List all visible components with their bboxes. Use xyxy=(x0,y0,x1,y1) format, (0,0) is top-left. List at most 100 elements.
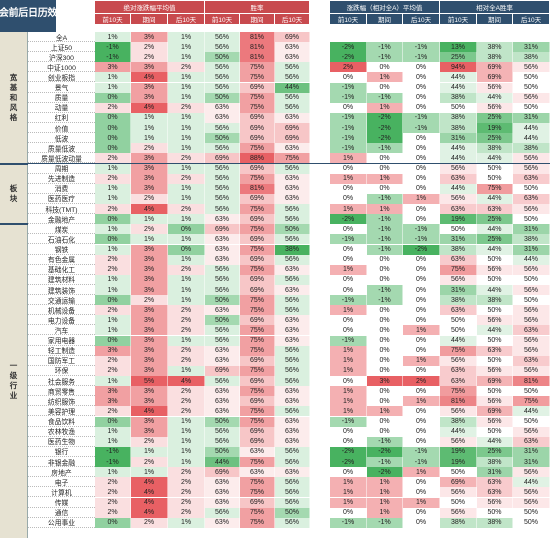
row-label: 全A xyxy=(28,32,95,42)
table-cell xyxy=(440,32,477,42)
table-cell: 1% xyxy=(403,467,440,478)
table-cell: 56% xyxy=(477,315,513,326)
row-label: 有色金属 xyxy=(28,254,95,265)
sub-header: 前10天 xyxy=(330,14,366,24)
table-cell: 56% xyxy=(513,153,550,164)
table-cell: 0% xyxy=(95,335,131,346)
table-cell: 0% xyxy=(403,487,440,498)
table-cell: 63% xyxy=(275,396,310,407)
table-cell: 50% xyxy=(440,102,477,113)
table-cell: 3% xyxy=(367,376,403,387)
table-cell: 69% xyxy=(240,234,275,245)
table-cell: 56% xyxy=(205,264,240,275)
table-cell: 0% xyxy=(367,274,403,285)
table-cell: 69% xyxy=(240,254,275,265)
table-cell: 31% xyxy=(513,446,550,457)
table-cell: 63% xyxy=(205,406,240,417)
table-cell: 1% xyxy=(95,285,131,295)
table-cell: 56% xyxy=(440,193,477,204)
table-cell: -1% xyxy=(330,133,367,144)
table-cell: 3% xyxy=(131,285,168,295)
table-cell: 44% xyxy=(440,183,477,194)
table-cell: 2% xyxy=(95,264,131,275)
table-cell: 69% xyxy=(275,32,310,42)
table-cell: 38% xyxy=(440,244,477,255)
header-gap xyxy=(310,0,330,32)
table-cell: 1% xyxy=(95,224,131,235)
table-cell: 1% xyxy=(330,305,367,316)
table-cell: 0% xyxy=(367,416,403,427)
table-cell: 56% xyxy=(275,446,310,457)
table-cell: 1% xyxy=(367,102,403,113)
table-cell: 50% xyxy=(205,446,240,457)
table-cell: 50% xyxy=(477,305,513,316)
table-cell: 1% xyxy=(168,446,205,457)
table-cell: 2% xyxy=(168,305,205,316)
table-cell: -1% xyxy=(367,193,403,204)
row-label: 家用电器 xyxy=(28,335,95,346)
sub-header: 期间 xyxy=(477,14,512,24)
table-cell: 1% xyxy=(131,467,168,478)
table-cell: 50% xyxy=(440,467,477,478)
table-cell: 2% xyxy=(131,52,168,63)
table-cell: 63% xyxy=(275,173,310,184)
table-cell: 1% xyxy=(403,325,440,336)
table-cell: 31% xyxy=(513,457,550,468)
column-gap xyxy=(310,153,330,164)
column-gap xyxy=(310,102,330,113)
row-label: 红利 xyxy=(28,112,95,123)
table-cell: -2% xyxy=(330,446,367,457)
table-cell: 0% xyxy=(367,345,403,356)
table-cell: 2% xyxy=(95,173,131,184)
table-cell: 1% xyxy=(131,112,168,123)
section-label: 一级行业 xyxy=(0,224,27,538)
table-cell: -1% xyxy=(403,42,440,53)
table-cell: 56% xyxy=(205,193,240,204)
table-cell: 0% xyxy=(403,517,440,528)
table-cell: 1% xyxy=(403,497,440,508)
table-cell: -1% xyxy=(367,436,403,447)
table-cell: 0% xyxy=(367,325,403,336)
table-cell: 56% xyxy=(205,274,240,285)
column-gap xyxy=(310,234,330,245)
table-cell: -2% xyxy=(330,457,367,468)
table-cell: 0% xyxy=(330,193,367,204)
row-label: 低波 xyxy=(28,133,95,144)
row-label: 科技(TMT) xyxy=(28,204,95,215)
table-cell: 56% xyxy=(205,143,240,154)
table-cell: 0% xyxy=(330,274,367,285)
table-cell: 50% xyxy=(440,224,477,235)
table-cell: 63% xyxy=(440,173,477,184)
table-cell: 75% xyxy=(240,457,275,468)
table-cell: 1% xyxy=(168,285,205,295)
table-cell: 69% xyxy=(275,133,310,144)
table-cell: 0% xyxy=(367,82,403,93)
row-label: 周期 xyxy=(28,163,95,174)
table-cell: 56% xyxy=(205,82,240,93)
row-label: 银行 xyxy=(28,446,95,457)
table-cell: 0% xyxy=(367,315,403,326)
table-cell: 75% xyxy=(440,345,477,356)
table-cell: 0% xyxy=(403,254,440,265)
sub-header: 后10天 xyxy=(513,14,549,24)
table-cell: 56% xyxy=(275,487,310,498)
table-cell: 56% xyxy=(440,163,477,174)
table-cell: 2% xyxy=(131,436,168,447)
table-cell: 0% xyxy=(95,92,131,103)
table-cell: 56% xyxy=(513,305,550,316)
table-cell: 63% xyxy=(205,234,240,245)
table-cell: 56% xyxy=(275,406,310,417)
table-cell: 63% xyxy=(477,487,513,498)
table-cell: 0% xyxy=(403,507,440,518)
table-cell: 0% xyxy=(403,143,440,154)
sub-header: 前10天 xyxy=(95,14,130,24)
table-cell: 38% xyxy=(440,123,477,134)
table-cell: 2% xyxy=(168,507,205,518)
table-cell: 69% xyxy=(240,133,275,144)
table-cell: -1% xyxy=(330,295,367,306)
column-gap xyxy=(310,416,330,427)
table-cell: 63% xyxy=(440,254,477,265)
table-cell: 50% xyxy=(477,426,513,437)
table-cell: 50% xyxy=(440,497,477,508)
table-cell: 75% xyxy=(240,477,275,488)
